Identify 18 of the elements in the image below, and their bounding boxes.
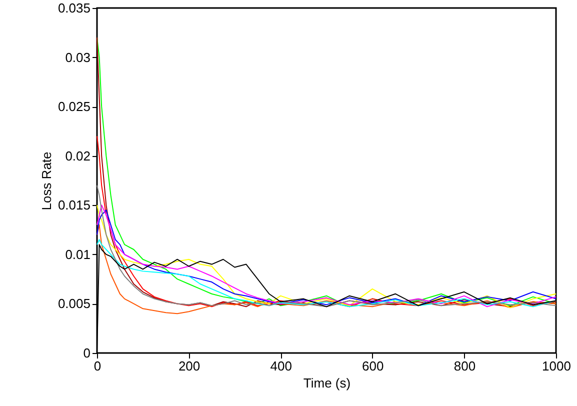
x-tick-label: 800 [454,358,476,374]
x-axis-title: Time (s) [303,376,351,390]
x-tick-label: 600 [362,358,384,374]
x-tick-label: 200 [178,358,200,374]
y-tick-label: 0.015 [58,198,90,213]
x-tick-label: 400 [270,358,292,374]
x-tick-label: 1000 [542,358,571,374]
y-tick-label: 0.035 [58,0,90,16]
y-tick-label: 0.025 [58,99,90,114]
line-series [96,184,556,308]
line-series [96,239,556,308]
y-axis-title: Loss Rate [38,152,54,210]
y-tick-label: 0.02 [65,148,90,164]
x-tick-label: 0 [94,358,102,374]
y-tick-label: 0.005 [58,296,90,312]
y-tick-label: 0.01 [65,246,90,262]
y-tick-label: 0 [83,346,90,360]
y-tick-label: 0.03 [65,50,90,65]
